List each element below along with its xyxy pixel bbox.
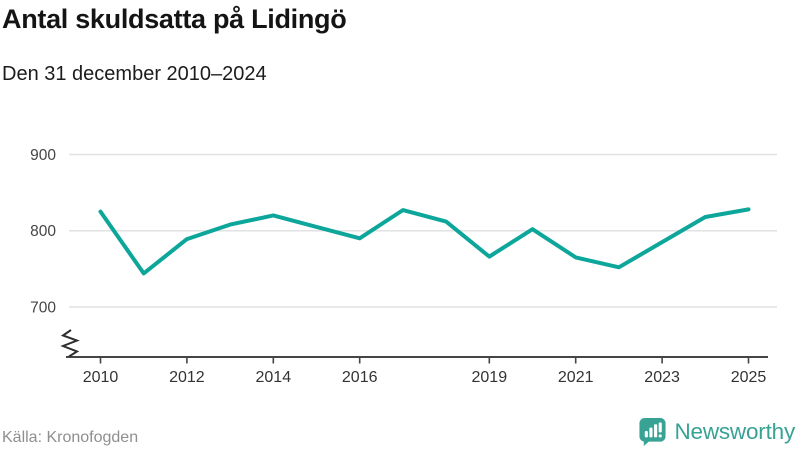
y-tick-label: 700 (30, 299, 56, 316)
source-note: Källa: Kronofogden (2, 429, 139, 446)
x-tick-label: 2021 (558, 369, 594, 386)
speech-bubble-bar-chart-icon (639, 417, 667, 447)
brand-wordmark: Newsworthy (674, 419, 795, 444)
axis-break-icon (60, 329, 80, 358)
x-tick-label: 2023 (644, 369, 680, 386)
y-tick-label: 900 (30, 147, 56, 164)
x-tick-label: 2010 (83, 369, 119, 386)
x-tick-label: 2012 (169, 369, 205, 386)
x-tick-label: 2016 (342, 369, 378, 386)
x-tick-label: 2025 (731, 369, 767, 386)
x-tick-label: 2014 (256, 369, 292, 386)
newsworthy-logo: Newsworthy (638, 416, 795, 448)
chart-title: Antal skuldsatta på Lidingö (2, 4, 347, 34)
y-tick-label: 800 (30, 223, 56, 240)
line-chart: 700 800 900 2010 2012 2014 2016 2019 2021 2023 202… (30, 147, 777, 386)
chart-subtitle: Den 31 december 2010–2024 (2, 63, 267, 85)
x-tick-label: 2019 (472, 369, 508, 386)
indebted-count-line (98, 207, 751, 276)
